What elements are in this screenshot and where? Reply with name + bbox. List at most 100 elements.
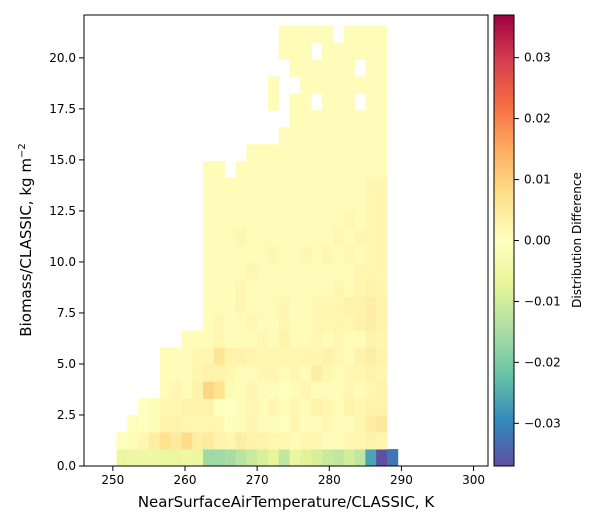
- heatmap-cell: [267, 449, 280, 467]
- heatmap-cell: [235, 211, 247, 230]
- colorbar-tick-label: 0.03: [524, 51, 551, 65]
- heatmap-cell: [343, 262, 355, 281]
- heatmap-cell: [343, 381, 355, 399]
- heatmap-cell: [300, 178, 312, 196]
- heatmap-cell: [343, 415, 355, 433]
- heatmap-cell: [311, 211, 323, 230]
- x-axis-ticks: 250 260 270 280 290 300: [101, 466, 485, 487]
- heatmap-cell: [235, 313, 247, 331]
- heatmap-cell: [300, 211, 312, 230]
- heatmap-cell: [159, 398, 171, 416]
- heatmap-cell: [343, 245, 355, 264]
- heatmap-cell: [322, 228, 334, 247]
- heatmap-cell: [267, 313, 280, 331]
- heatmap-cell: [365, 313, 377, 331]
- heatmap-cell: [159, 449, 171, 467]
- heatmap-cell: [235, 398, 247, 416]
- heatmap-cell: [181, 415, 193, 433]
- heatmap-cell: [246, 313, 258, 331]
- heatmap-cell: [203, 398, 215, 416]
- heatmap-cell: [267, 144, 280, 162]
- heatmap-cell: [343, 330, 355, 348]
- heatmap-cell: [267, 347, 280, 365]
- heatmap-cell: [322, 110, 334, 128]
- heatmap-cell: [203, 330, 215, 348]
- heatmap-cell: [322, 279, 334, 298]
- heatmap-cell: [332, 42, 345, 60]
- heatmap-cell: [170, 364, 182, 382]
- heatmap-cell: [376, 381, 388, 399]
- heatmap-cell: [376, 42, 388, 60]
- heatmap-cell: [332, 262, 345, 281]
- heatmap-cell: [278, 381, 291, 399]
- heatmap-cell: [213, 296, 226, 314]
- heatmap-cell: [267, 415, 280, 433]
- heatmap-cell: [246, 279, 258, 298]
- y-tick-label: 0.0: [57, 459, 76, 473]
- heatmap-cell: [159, 432, 171, 450]
- heatmap-cell: [311, 415, 323, 433]
- heatmap-cell: [376, 228, 388, 247]
- heatmap-cell: [376, 364, 388, 382]
- heatmap-cell: [354, 296, 366, 314]
- heatmap-cell: [213, 347, 226, 365]
- heatmap-cell: [235, 296, 247, 314]
- heatmap-cell: [354, 449, 366, 467]
- heatmap-cell: [289, 262, 301, 281]
- heatmap-cell: [300, 127, 312, 145]
- heatmap-cell: [343, 25, 355, 43]
- heatmap-cell: [300, 432, 312, 450]
- heatmap-cell: [203, 296, 215, 314]
- colorbar-gradient: [494, 15, 514, 466]
- heatmap-cell: [203, 228, 215, 247]
- heatmap-cell: [322, 76, 334, 94]
- heatmap-cell: [289, 296, 301, 314]
- heatmap-cell: [235, 178, 247, 196]
- heatmap-cell: [203, 178, 215, 196]
- heatmap-cell: [300, 381, 312, 399]
- heatmap-cell: [365, 144, 377, 162]
- heatmap-cell: [267, 262, 280, 281]
- heatmap-cell: [213, 194, 226, 213]
- heatmap-cell: [343, 178, 355, 196]
- heatmap-cell: [224, 313, 236, 331]
- heatmap-cell: [213, 279, 226, 298]
- heatmap-cell: [365, 194, 377, 213]
- heatmap-cell: [300, 364, 312, 382]
- heatmap-cell: [300, 449, 312, 467]
- heatmap-cell: [376, 279, 388, 298]
- heatmap-cell: [311, 59, 323, 77]
- heatmap-cell: [213, 178, 226, 196]
- heatmap-cell: [257, 296, 269, 314]
- heatmap-cell: [365, 279, 377, 298]
- heatmap-cell: [257, 245, 269, 264]
- heatmap-cell: [224, 432, 236, 450]
- heatmap-cell: [246, 228, 258, 247]
- heatmap-cell: [300, 161, 312, 179]
- heatmap-cell: [257, 449, 269, 467]
- heatmap-cell: [332, 347, 345, 365]
- heatmap-cell: [246, 144, 258, 162]
- x-tick-label: 260: [174, 473, 197, 487]
- x-tick-label: 290: [390, 473, 413, 487]
- heatmap-cell: [332, 415, 345, 433]
- heatmap-cell: [322, 161, 334, 179]
- heatmap-cell: [224, 262, 236, 281]
- heatmap-cell: [365, 364, 377, 382]
- heatmap-cell: [148, 449, 161, 467]
- heatmap-cell: [332, 364, 345, 382]
- heatmap-cell: [354, 398, 366, 416]
- heatmap-cell: [278, 364, 291, 382]
- heatmap-cell: [311, 161, 323, 179]
- heatmap-cell: [267, 398, 280, 416]
- heatmap-cell: [354, 76, 366, 94]
- heatmap-cell: [278, 279, 291, 298]
- heatmap-cell: [246, 296, 258, 314]
- heatmap-cell: [224, 415, 236, 433]
- heatmap-cell: [224, 178, 236, 196]
- heatmap-cell: [376, 59, 388, 77]
- heatmap-cell: [246, 245, 258, 264]
- heatmap-cell: [332, 398, 345, 416]
- heatmap-cell: [246, 364, 258, 382]
- heatmap-cell: [235, 228, 247, 247]
